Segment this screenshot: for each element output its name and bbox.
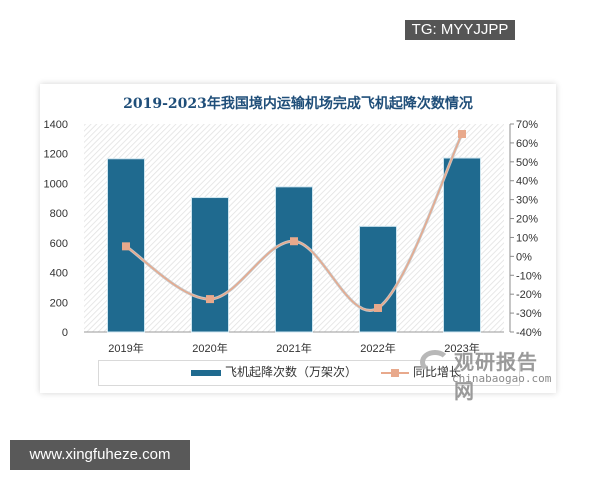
line-marker: [374, 303, 382, 312]
right-y-tick: -20%: [516, 289, 542, 301]
line-marker: [206, 295, 214, 304]
x-axis: 2019年 2020年 2021年 2022年 2023年: [84, 331, 504, 355]
x-tick-label: 2022年: [360, 341, 395, 355]
x-tick-label: 2021年: [276, 341, 311, 355]
left-y-tick: 600: [50, 238, 68, 250]
right-y-tick: 0%: [516, 251, 532, 263]
left-y-tick: 0: [62, 327, 68, 339]
bar: [191, 197, 229, 333]
left-y-tick: 800: [50, 208, 68, 220]
website-badge: www.xingfuheze.com: [10, 440, 190, 470]
x-tick-label: 2020年: [192, 341, 227, 355]
watermark-logo-icon: [420, 350, 450, 374]
right-y-tick: 70%: [516, 119, 538, 131]
chart-title: 2019-2023年我国境内运输机场完成飞机起降次数情况: [123, 96, 473, 112]
watermark-domain: chinabaogao.com: [452, 372, 552, 385]
line-swatch-icon: [381, 368, 409, 377]
right-y-tick: 40%: [516, 176, 538, 188]
left-y-axis: 0 200 400 600 800 1000 1200 1400: [44, 119, 68, 339]
left-y-tick: 1000: [44, 178, 68, 190]
line-marker: [290, 237, 298, 246]
x-tick-label: 2019年: [108, 341, 143, 355]
left-y-tick: 200: [50, 297, 68, 309]
right-y-tick: 60%: [516, 138, 538, 150]
right-y-tick: 50%: [516, 157, 538, 169]
bar: [443, 157, 481, 333]
right-y-tick: 10%: [516, 232, 538, 244]
left-y-tick: 400: [50, 268, 68, 280]
bar: [275, 186, 313, 333]
legend-bar-label: 飞机起降次数（万架次）: [225, 365, 358, 379]
left-y-tick: 1400: [44, 119, 68, 131]
left-y-tick: 1200: [44, 149, 68, 161]
bar: [359, 225, 397, 333]
right-y-tick: -10%: [516, 270, 542, 282]
right-y-tick: -40%: [516, 327, 542, 339]
right-y-axis: -40% -30% -20% -10% 0% 10% 20% 30% 40% 50% 60% 70%: [509, 119, 542, 339]
chart-plot: 0 200 400 600 800 1000 1200 1400 -40% -30% -20% -1…: [44, 119, 542, 355]
right-y-tick: 20%: [516, 214, 538, 226]
right-y-tick: -30%: [516, 308, 542, 320]
line-marker: [458, 130, 466, 139]
x-tick-label: 2023年: [444, 341, 479, 355]
legend-item-bar: 飞机起降次数（万架次）: [191, 364, 357, 381]
telegram-badge: TG: MYYJJPP: [405, 20, 515, 40]
line-series: [122, 130, 466, 312]
bar-swatch-icon: [191, 369, 221, 376]
watermark-name: 观研报告网: [454, 350, 538, 403]
right-y-tick: 30%: [516, 195, 538, 207]
chart-card: 2019-2023年我国境内运输机场完成飞机起降次数情况 0 200 400 600 8…: [40, 84, 556, 403]
watermark: 观研报告网 chinabaogao.com: [416, 346, 556, 403]
line-marker: [122, 242, 130, 251]
